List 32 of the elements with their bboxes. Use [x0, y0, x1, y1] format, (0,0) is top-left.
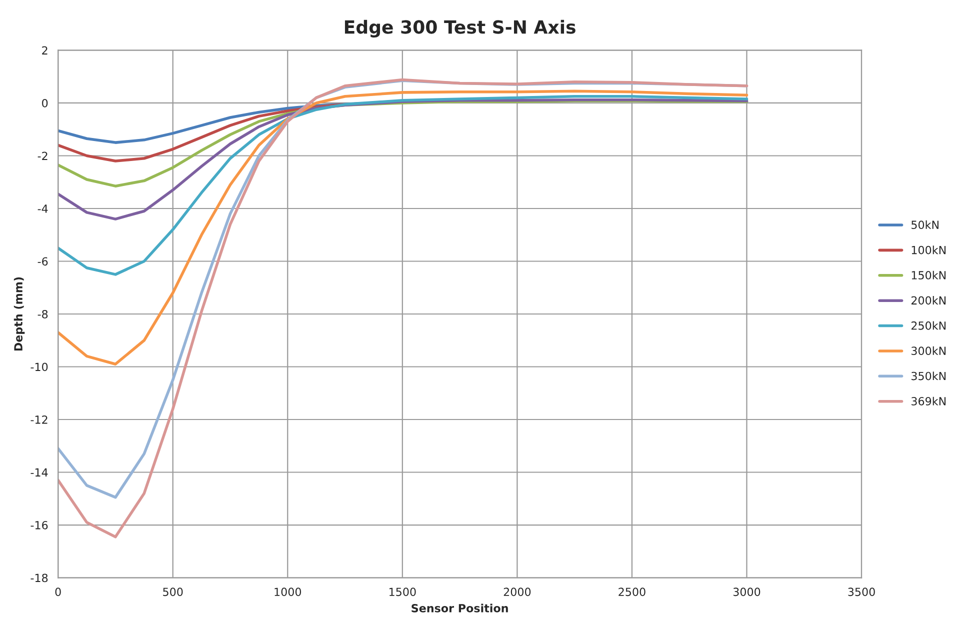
x-tick-label: 1000 — [274, 588, 302, 596]
legend-label: 150kN — [912, 270, 946, 280]
y-tick-label: -2 — [38, 152, 48, 160]
y-tick-label: -16 — [30, 520, 48, 530]
y-tick-label: -18 — [30, 574, 48, 582]
legend-label: 300kN — [912, 346, 946, 356]
y-tick-label: -4 — [38, 204, 48, 213]
y-tick-label: -8 — [38, 310, 48, 318]
y-tick-label: -14 — [30, 468, 48, 476]
line-series — [58, 95, 748, 276]
y-tick-label: -10 — [30, 362, 48, 372]
legend-label: 350kN — [912, 372, 946, 380]
x-tick-label: 1500 — [389, 588, 416, 596]
y-tick-label: -6 — [38, 257, 48, 266]
legend-label: 369kN — [912, 396, 946, 406]
x-tick-label: 2000 — [504, 588, 531, 596]
x-tick-label: 2500 — [618, 588, 646, 596]
legend-label: 250kN — [911, 321, 946, 330]
y-axis-title: Depth (mm) — [14, 277, 25, 351]
x-tick-label: 3000 — [733, 588, 760, 596]
x-tick-label: 3500 — [848, 588, 875, 596]
chart-title: Edge 300 Test S-N Axis — [344, 20, 576, 38]
y-tick-label: 0 — [42, 98, 48, 108]
legend-label: 200kN — [911, 296, 946, 305]
x-tick-label: 0 — [55, 588, 61, 596]
x-axis-title: Sensor Position — [412, 604, 508, 612]
legend-label: 100kN — [912, 246, 946, 254]
x-tick-label: 500 — [163, 588, 183, 596]
y-tick-label: -12 — [30, 415, 48, 424]
legend-label: 50kN — [912, 220, 938, 230]
y-tick-label: 2 — [42, 46, 48, 54]
line-series — [58, 90, 748, 366]
